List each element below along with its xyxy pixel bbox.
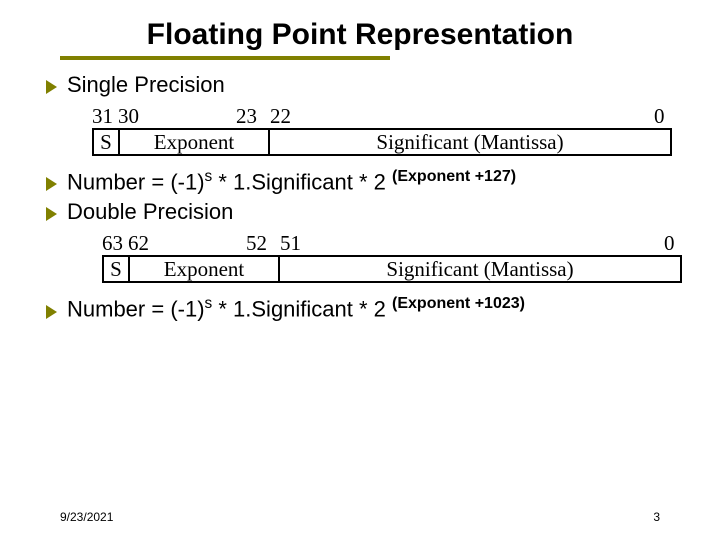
bit-label: 30 [118,104,139,129]
bullet-text: Single Precision [67,72,225,98]
footer: 9/23/2021 3 [60,510,660,524]
bit-label: 62 [128,231,149,256]
bullet-single-formula: Number = (-1)s * 1.Significant * 2 (Expo… [46,168,680,195]
formula-exponent: (Exponent +1023) [392,295,525,312]
page-title: Floating Point Representation [40,18,680,52]
bit-label: 22 [270,104,291,129]
bullet-text: Double Precision [67,199,233,225]
field-exponent: Exponent [120,130,270,154]
single-bit-boxes: S Exponent Significant (Mantissa) [92,128,672,156]
bit-label: 63 [102,231,123,256]
field-exponent: Exponent [130,257,280,281]
bit-label: 31 [92,104,113,129]
title-rule-shadow [60,62,390,66]
bit-label: 0 [664,231,675,256]
double-precision-diagram: 63 62 52 51 0 S Exponent Significant (Ma… [102,231,682,283]
bullet-double-formula: Number = (-1)s * 1.Significant * 2 (Expo… [46,295,680,322]
bullet-arrow-icon [46,177,57,191]
bullet-arrow-icon [46,80,57,94]
field-sign: S [94,130,120,154]
field-mantissa: Significant (Mantissa) [280,257,680,281]
formula-mid: * 1.Significant * 2 [212,297,392,322]
bullet-double-precision: Double Precision [46,199,680,225]
slide: Floating Point Representation Single Pre… [0,0,720,540]
bit-label: 52 [246,231,267,256]
single-bit-numbers: 31 30 23 22 0 [92,104,672,128]
field-mantissa: Significant (Mantissa) [270,130,670,154]
bullet-arrow-icon [46,305,57,319]
bullet-text: Number = (-1)s * 1.Significant * 2 (Expo… [67,295,525,322]
footer-date: 9/23/2021 [60,510,113,524]
double-bit-numbers: 63 62 52 51 0 [102,231,682,255]
formula-pre: Number = (-1) [67,297,205,322]
bullet-single-precision: Single Precision [46,72,680,98]
formula-exponent: (Exponent +127) [392,168,516,185]
bullet-text: Number = (-1)s * 1.Significant * 2 (Expo… [67,168,516,195]
title-rule [60,56,390,60]
bit-label: 51 [280,231,301,256]
bullet-arrow-icon [46,207,57,221]
formula-mid: * 1.Significant * 2 [212,169,392,194]
double-bit-boxes: S Exponent Significant (Mantissa) [102,255,682,283]
formula-pre: Number = (-1) [67,169,205,194]
bit-label: 23 [236,104,257,129]
single-precision-diagram: 31 30 23 22 0 S Exponent Significant (Ma… [92,104,672,156]
footer-page: 3 [653,510,660,524]
bit-label: 0 [654,104,665,129]
field-sign: S [104,257,130,281]
